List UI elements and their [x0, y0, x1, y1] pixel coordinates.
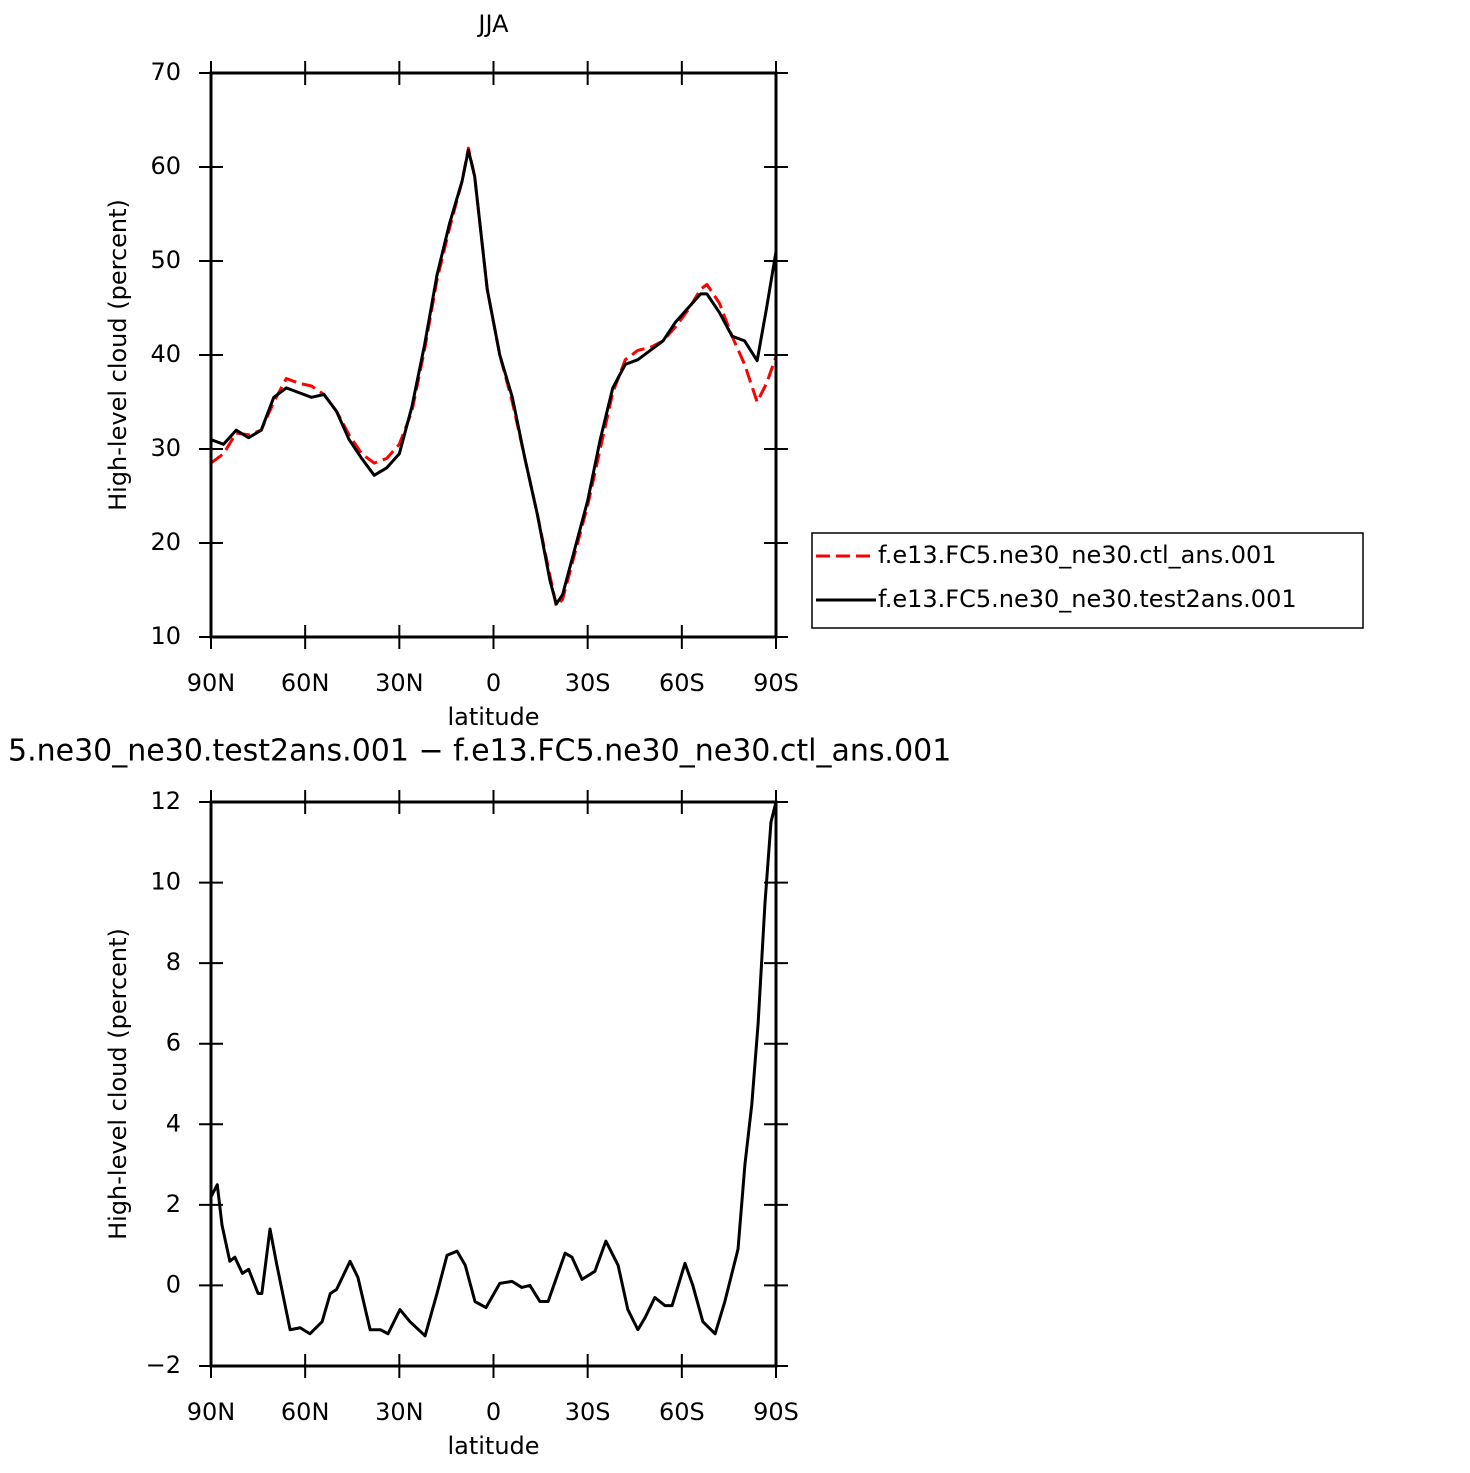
data-line	[210, 148, 778, 606]
y-tick-label: 2	[166, 1190, 181, 1218]
y-tick-label: −2	[146, 1351, 181, 1379]
x-axis-label: latitude	[447, 1432, 539, 1460]
x-axis-label: latitude	[447, 703, 539, 731]
legend-box	[811, 532, 1364, 629]
x-tick-label: 60S	[659, 1398, 705, 1426]
y-tick-label: 10	[150, 868, 181, 896]
x-tick-label: 30S	[565, 1398, 611, 1426]
plot-frame	[209, 800, 778, 1368]
x-tick-label: 30S	[565, 669, 611, 697]
legend-label: f.e13.FC5.ne30_ne30.test2ans.001	[878, 585, 1297, 613]
data-line	[209, 801, 778, 1338]
x-tick-label: 90N	[187, 1398, 236, 1426]
y-tick-label: 10	[150, 622, 181, 650]
chart-title: 5.ne30_ne30.test2ans.001 − f.e13.FC5.ne3…	[8, 734, 951, 769]
x-tick-label: 60N	[281, 669, 330, 697]
y-tick-label: 8	[166, 948, 181, 976]
plot-frame	[209, 71, 778, 639]
x-tick-label: 0	[486, 1398, 501, 1426]
y-tick-label: 60	[150, 152, 181, 180]
chart-title: JJA	[476, 10, 509, 38]
y-tick-label: 40	[150, 340, 181, 368]
legend-label: f.e13.FC5.ne30_ne30.ctl_ans.001	[878, 541, 1277, 569]
y-tick-label: 50	[150, 246, 181, 274]
x-tick-label: 30N	[375, 669, 424, 697]
y-tick-label: 12	[150, 787, 181, 815]
y-tick-label: 70	[150, 58, 181, 86]
x-tick-label: 60S	[659, 669, 705, 697]
y-axis-label: High-level cloud (percent)	[104, 199, 132, 511]
x-tick-label: 90S	[753, 669, 799, 697]
y-tick-label: 30	[150, 434, 181, 462]
x-tick-label: 90S	[753, 1398, 799, 1426]
x-tick-label: 60N	[281, 1398, 330, 1426]
y-tick-label: 4	[166, 1109, 181, 1137]
x-tick-label: 30N	[375, 1398, 424, 1426]
y-tick-label: 20	[150, 528, 181, 556]
x-tick-label: 90N	[187, 669, 236, 697]
y-axis-label: High-level cloud (percent)	[104, 928, 132, 1240]
x-tick-label: 0	[486, 669, 501, 697]
y-tick-label: 6	[166, 1029, 181, 1057]
data-line	[210, 146, 778, 608]
y-tick-label: 0	[166, 1270, 181, 1298]
